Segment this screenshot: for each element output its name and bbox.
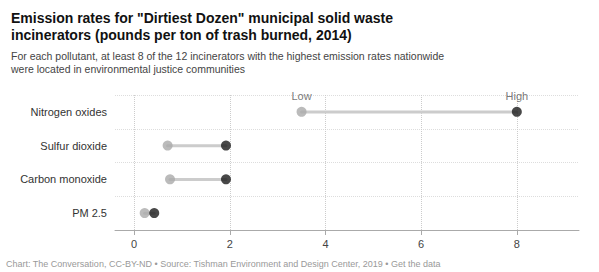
svg-text:8: 8 bbox=[514, 238, 520, 250]
svg-text:Carbon monoxide: Carbon monoxide bbox=[20, 173, 107, 185]
svg-text:Emission rates for "Dirtiest D: Emission rates for "Dirtiest Dozen" muni… bbox=[11, 10, 393, 26]
svg-text:incinerators (pounds per ton o: incinerators (pounds per ton of trash bu… bbox=[11, 27, 352, 43]
svg-text:were located in environmental: were located in environmental justice co… bbox=[10, 63, 245, 75]
svg-text:For each pollutant, at least 8: For each pollutant, at least 8 of the 12… bbox=[11, 50, 444, 62]
svg-text:0: 0 bbox=[131, 238, 137, 250]
svg-text:2: 2 bbox=[227, 238, 233, 250]
svg-text:6: 6 bbox=[418, 238, 424, 250]
svg-text:Low: Low bbox=[291, 90, 311, 102]
svg-text:Sulfur dioxide: Sulfur dioxide bbox=[40, 140, 107, 152]
svg-text:4: 4 bbox=[322, 238, 328, 250]
svg-text:High: High bbox=[506, 90, 529, 102]
svg-text:PM 2.5: PM 2.5 bbox=[72, 207, 107, 219]
svg-text:Chart: The Conversation, CC-BY: Chart: The Conversation, CC-BY-ND • Sour… bbox=[6, 259, 441, 269]
svg-text:Nitrogen oxides: Nitrogen oxides bbox=[31, 106, 108, 118]
